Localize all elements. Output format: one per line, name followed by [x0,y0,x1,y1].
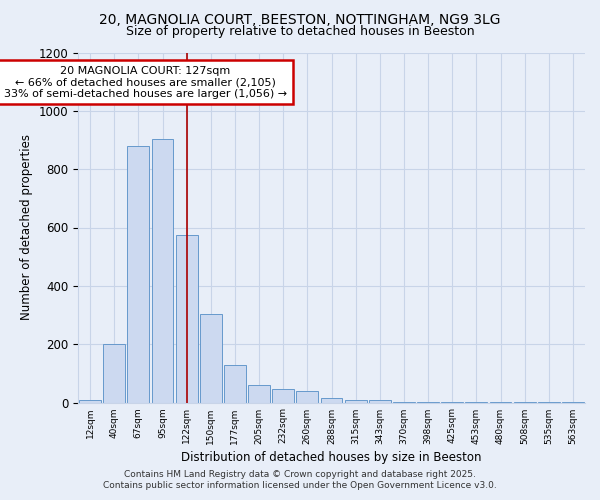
Text: 20 MAGNOLIA COURT: 127sqm
← 66% of detached houses are smaller (2,105)
33% of se: 20 MAGNOLIA COURT: 127sqm ← 66% of detac… [4,66,287,99]
Bar [79,400,101,402]
Bar [103,344,125,403]
Text: Contains HM Land Registry data © Crown copyright and database right 2025.: Contains HM Land Registry data © Crown c… [124,470,476,479]
Text: Contains public sector information licensed under the Open Government Licence v3: Contains public sector information licen… [103,481,497,490]
Y-axis label: Number of detached properties: Number of detached properties [20,134,33,320]
Bar [272,390,294,402]
Bar [320,398,343,402]
Bar [127,146,149,403]
Bar [248,385,270,402]
Bar [296,391,318,402]
Bar [176,235,197,402]
Bar [224,364,246,403]
X-axis label: Distribution of detached houses by size in Beeston: Distribution of detached houses by size … [181,450,482,464]
Bar [200,314,221,402]
Bar [345,400,367,402]
Bar [369,400,391,402]
Text: Size of property relative to detached houses in Beeston: Size of property relative to detached ho… [125,25,475,38]
Text: 20, MAGNOLIA COURT, BEESTON, NOTTINGHAM, NG9 3LG: 20, MAGNOLIA COURT, BEESTON, NOTTINGHAM,… [99,12,501,26]
Bar [152,138,173,402]
